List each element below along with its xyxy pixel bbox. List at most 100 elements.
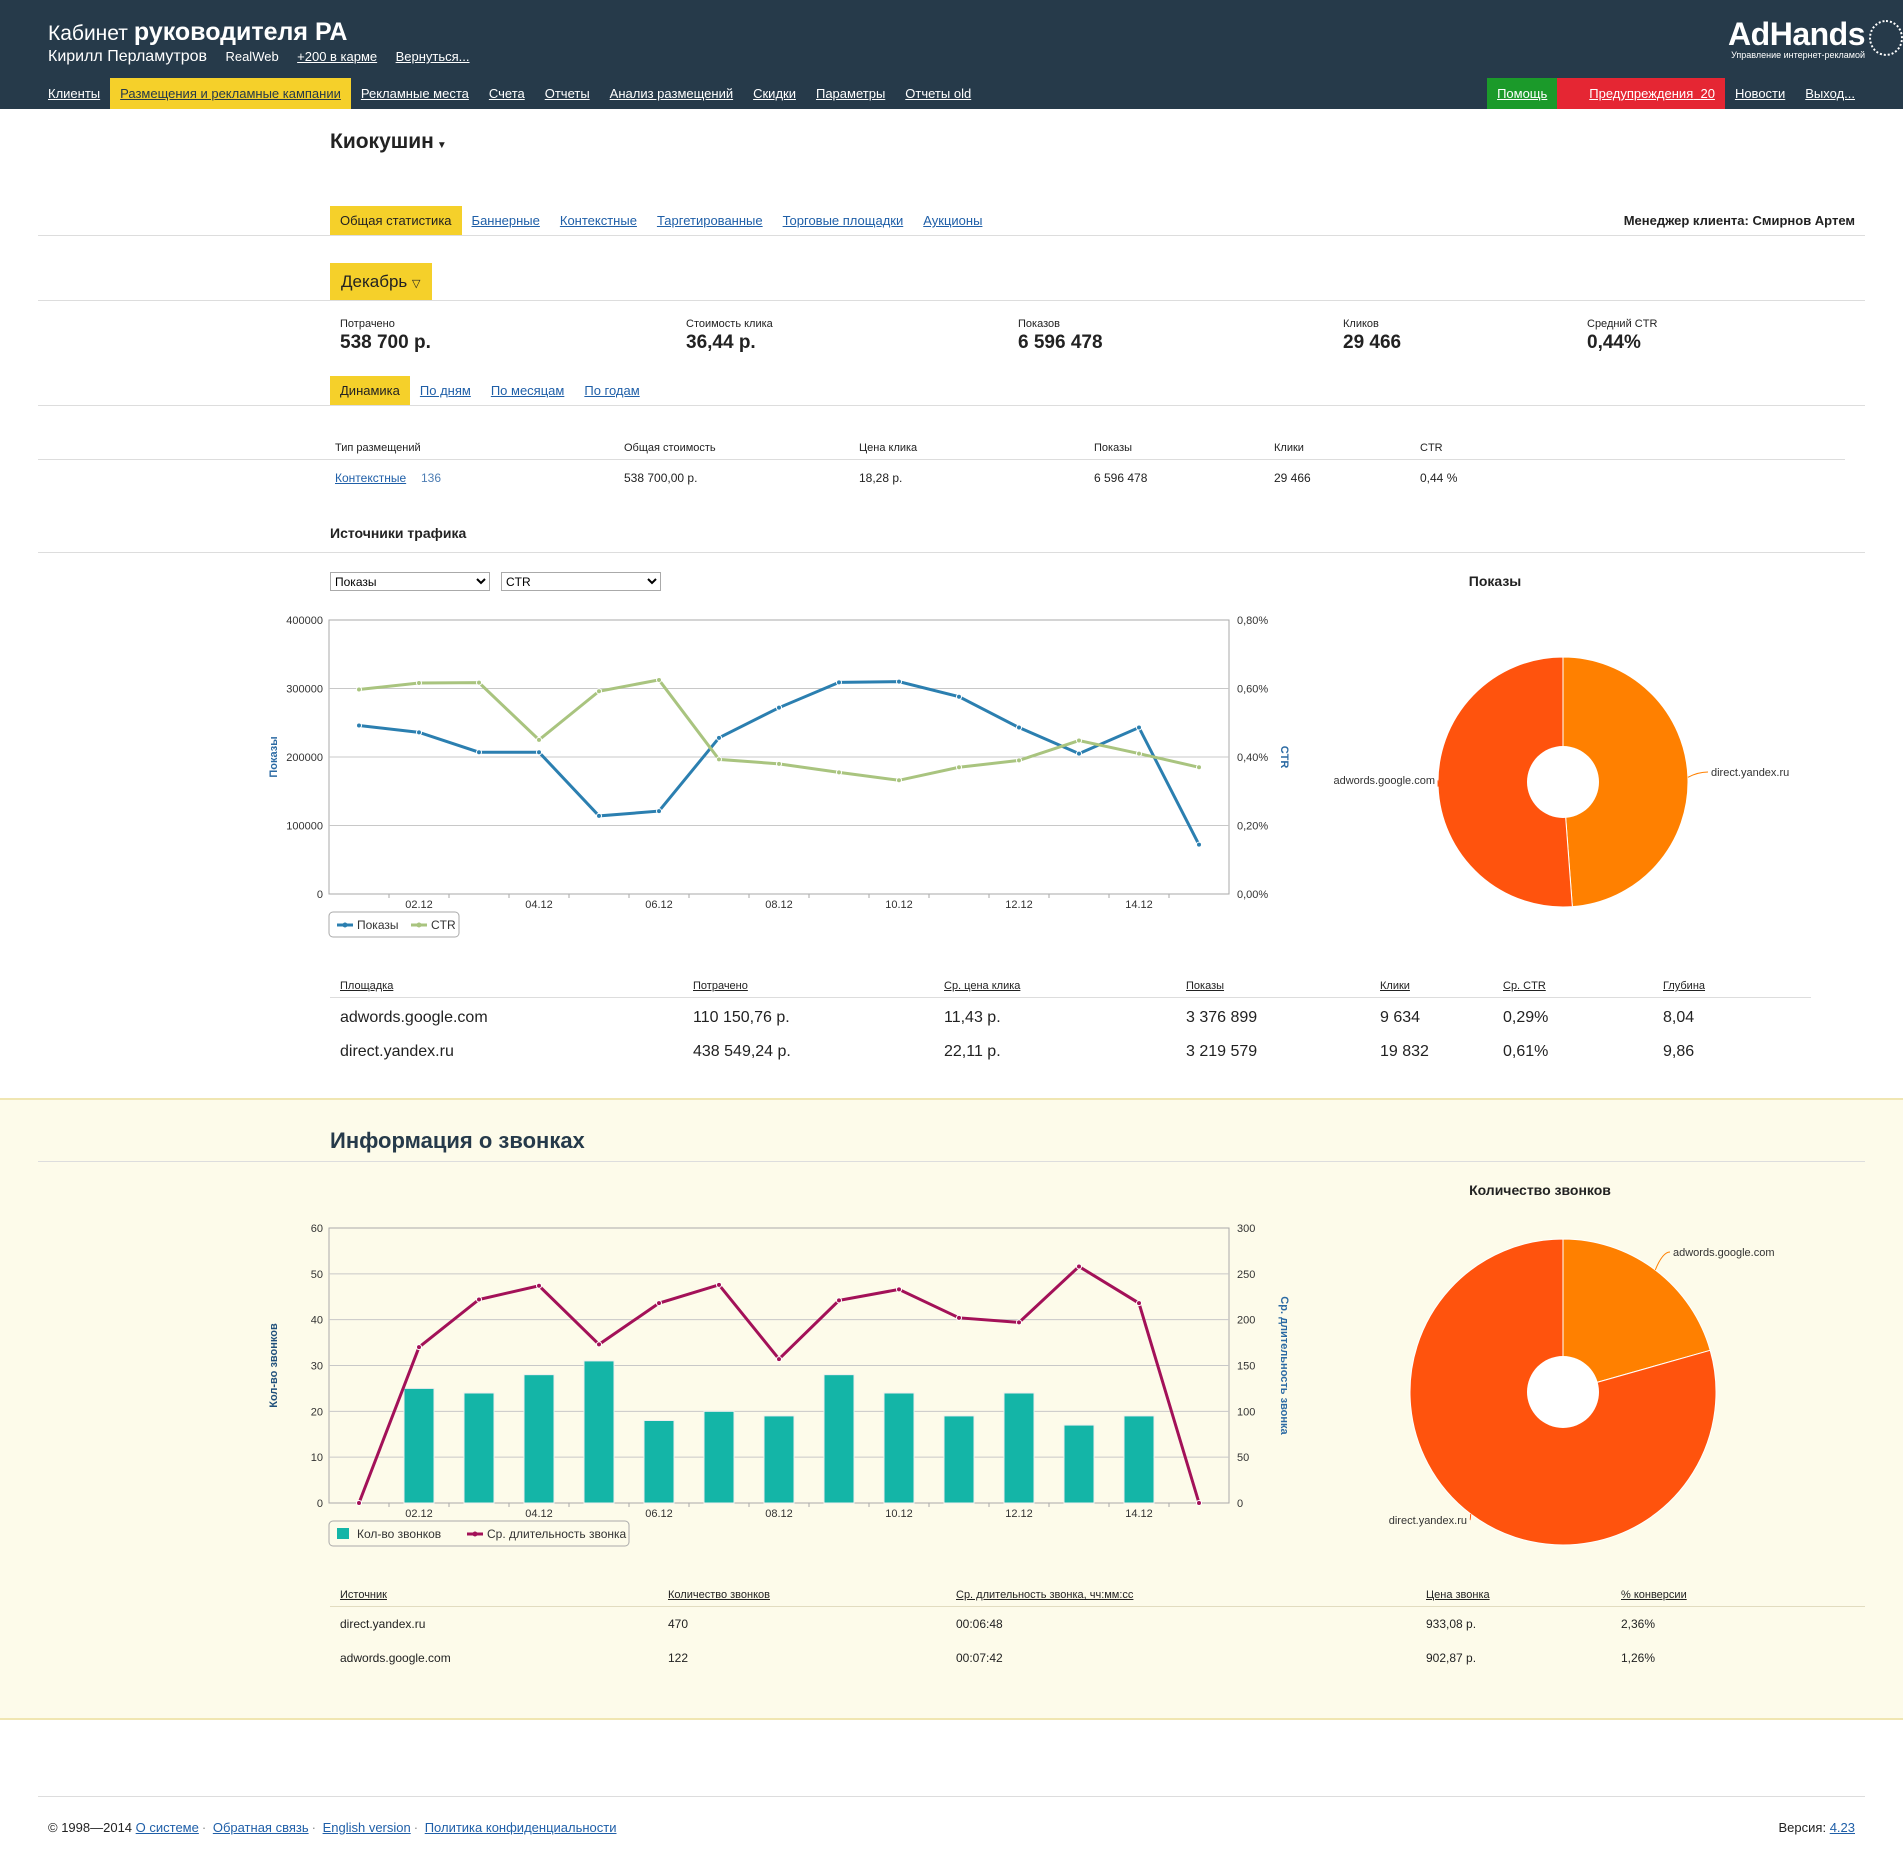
help-button[interactable]: Помощь [1487,78,1558,109]
divider [38,405,1865,406]
nav-analysis[interactable]: Анализ размещений [609,86,734,101]
col-header-platform[interactable]: Площадка [340,980,394,992]
context-type-link[interactable]: Контекстные [335,471,407,485]
footer-about-link[interactable]: О системе [135,1820,199,1835]
nav-parameters[interactable]: Параметры [815,86,886,101]
x-tick-label: 14.12 [1125,1508,1153,1520]
cell: direct.yandex.ru [340,1617,426,1631]
data-point [656,808,662,815]
nav-clients[interactable]: Клиенты [48,86,101,101]
col-header-spent[interactable]: Потрачено [693,980,748,992]
user-line: Кирилл Перламутров RealWeb +200 в карме … [48,48,470,66]
clicks-cell: 29 466 [1274,471,1311,485]
tab-by-years[interactable]: По годам [584,383,640,398]
tab-by-days[interactable]: По дням [419,383,471,398]
client-name: Киокушин [330,130,434,153]
adhands-logo[interactable]: AdHands Управление интернет-рекламой [1728,16,1903,60]
tab-banner[interactable]: Баннерные [471,213,540,228]
period-tabs: Динамика По дням По месяцам По годам [330,376,650,405]
logout-link[interactable]: Выход... [1805,86,1855,101]
warnings-button[interactable]: Предупреждения 20 [1557,78,1725,109]
legend-marker [416,922,422,928]
section-tabs: Общая статистика Баннерные Контекстные Т… [330,206,992,235]
version-info: Версия: 4.23 [1779,1820,1855,1835]
cell: 8,04 [1663,1009,1695,1026]
tab-context[interactable]: Контекстные [559,213,637,228]
data-point [356,1500,362,1506]
version-link[interactable]: 4.23 [1829,1820,1855,1835]
divider [38,1796,1865,1797]
nav-discounts[interactable]: Скидки [753,86,796,101]
client-selector[interactable]: Киокушин ▼ [330,130,447,154]
col-header-ctr[interactable]: Ср. CTR [1503,980,1546,992]
month-label: Декабрь [341,272,408,291]
stat-label: Средний CTR [1587,318,1658,330]
footer-privacy-link[interactable]: Политика конфиденциальности [424,1820,617,1835]
nav-ad-places[interactable]: Рекламные места [360,86,469,101]
data-point [356,686,362,693]
data-point [476,1296,482,1303]
col-header-depth[interactable]: Глубина [1663,980,1706,992]
cell: 3 219 579 [1186,1043,1258,1060]
nav-placements[interactable]: Размещения и рекламные кампании [110,78,351,109]
col-header-source[interactable]: Источник [340,1589,387,1601]
warnings-count: 20 [1700,86,1715,101]
data-point [656,676,662,683]
stat-value: 6 596 478 [1018,332,1103,353]
data-point [476,679,482,686]
footer-english-link[interactable]: English version [322,1820,411,1835]
footer-feedback-link[interactable]: Обратная связь [212,1820,309,1835]
separator: · [201,1820,207,1835]
x-tick-label: 02.12 [405,899,433,911]
divider [330,997,1811,998]
pie-slice [1562,1238,1711,1393]
news-link[interactable]: Новости [1734,86,1786,101]
data-point [656,1300,662,1307]
company-name: RealWeb [225,49,279,64]
tab-by-months[interactable]: По месяцам [490,383,565,398]
metric-select-2[interactable]: CTR [501,572,661,591]
tab-general-stats[interactable]: Общая статистика [330,206,462,235]
col-header-click-price[interactable]: Ср. цена клика [944,980,1021,992]
nav-invoices[interactable]: Счета [488,86,525,101]
nav-reports[interactable]: Отчеты [544,86,590,101]
tab-marketplaces[interactable]: Торговые площадки [782,213,904,228]
data-point [896,777,902,784]
col-header-call-price[interactable]: Цена звонка [1426,1589,1490,1601]
tab-targeted[interactable]: Таргетированные [656,213,763,228]
x-tick-label: 06.12 [645,1508,673,1520]
stat-ctr: Средний CTR 0,44% [1587,318,1657,354]
month-selector[interactable]: Декабрь ▽ [330,263,432,301]
cell: 19 832 [1380,1043,1429,1060]
pie-label: adwords.google.com [1333,775,1435,787]
data-point [896,678,902,685]
back-link[interactable]: Вернуться... [395,49,470,64]
x-tick-label: 12.12 [1005,1508,1033,1520]
y-tick-label: 300000 [286,684,323,696]
cell: 933,08 р. [1426,1617,1477,1631]
x-tick-label: 12.12 [1005,899,1033,911]
legend-marker [342,922,348,928]
stat-label: Кликов [1343,318,1379,330]
metric-select-1[interactable]: Показы [330,572,490,591]
col-header-calls-count[interactable]: Количество звонков [668,1589,770,1601]
col-header-conversion[interactable]: % конверсии [1621,1589,1687,1601]
data-point [896,1286,902,1293]
y-axis-title: Кол-во звонков [268,1323,280,1408]
cabinet-role: руководителя РА [133,18,348,46]
bar [643,1420,675,1504]
cell: 00:06:48 [956,1617,1003,1631]
karma-link[interactable]: +200 в карме [297,49,378,64]
cell: 438 549,24 р. [693,1043,791,1060]
cell: 2,36% [1621,1617,1656,1631]
col-header-duration[interactable]: Ср. длительность звонка, чч:мм:сс [956,1589,1134,1601]
tab-dynamics[interactable]: Динамика [330,376,410,405]
copyright: © 1998—2014 [48,1820,133,1835]
y-right-tick-label: 250 [1237,1269,1255,1281]
bar [403,1387,435,1504]
separator: · [413,1820,419,1835]
col-header-clicks[interactable]: Клики [1380,980,1410,992]
tab-auctions[interactable]: Аукционы [923,213,983,228]
col-header-impressions[interactable]: Показы [1186,980,1225,992]
nav-reports-old[interactable]: Отчеты old [905,86,972,101]
